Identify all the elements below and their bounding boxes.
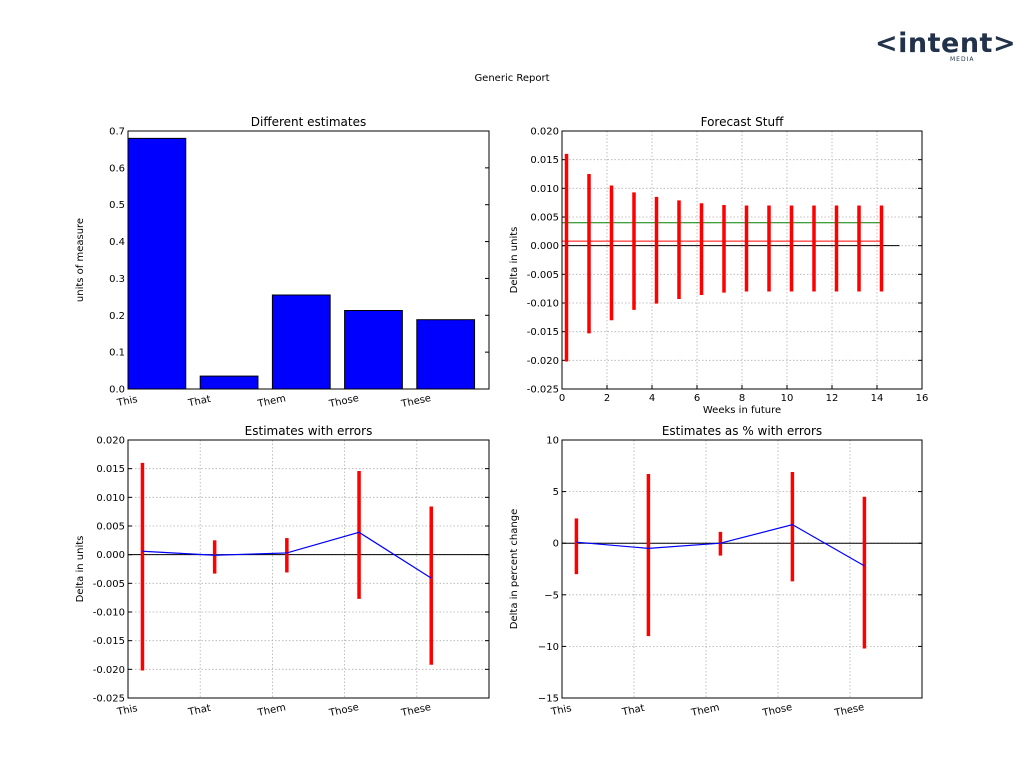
bar-those <box>344 309 403 390</box>
y-axis-label: Delta in units <box>509 227 520 294</box>
y-tick-label: 0.3 <box>109 274 125 285</box>
x-tick-label: 0 <box>559 393 565 404</box>
y-tick-label: 5 <box>553 487 559 498</box>
y-tick-label: -0.020 <box>93 665 125 676</box>
report-title: Generic Report <box>474 73 550 84</box>
x-tick-label: Those <box>327 393 360 410</box>
plot-frame <box>127 439 490 699</box>
plot-frame <box>127 130 490 390</box>
y-tick-label: -0.005 <box>93 579 125 590</box>
y-tick-label: 0.4 <box>109 237 125 248</box>
y-tick-label: -0.005 <box>527 270 559 281</box>
logo-subtitle: MEDIA <box>950 56 975 63</box>
chart-panel-1: Different estimates 0.0 0.1 0.2 0.3 0.4 0.5 0.6… <box>75 115 490 410</box>
plot-frame <box>561 439 923 699</box>
y-tick-label: -0.025 <box>527 385 559 396</box>
y-tick-label: 0.010 <box>96 493 125 504</box>
y-tick-label: 0.020 <box>96 436 125 447</box>
x-tick-label: 12 <box>826 393 839 404</box>
x-tick-label: 8 <box>739 393 745 404</box>
x-tick-label: That <box>187 703 212 719</box>
bar-this <box>127 137 187 390</box>
y-tick-label: -0.025 <box>93 694 125 705</box>
chart-title: Forecast Stuff <box>701 115 785 129</box>
y-tick-label: −10 <box>538 642 559 653</box>
intent-media-logo: <intent> <box>875 28 1017 59</box>
series-line <box>576 523 865 567</box>
y-tick-label: 0.2 <box>109 311 125 322</box>
x-tick-label: Those <box>327 702 360 719</box>
x-tick-label: 16 <box>916 393 929 404</box>
y-tick-label: 0.7 <box>109 127 125 138</box>
x-axis-label: Weeks in future <box>703 405 781 416</box>
y-tick-label: 0 <box>553 539 559 550</box>
x-tick-label: 10 <box>781 393 794 404</box>
x-tick-label: Them <box>256 702 287 719</box>
y-axis-label: units of measure <box>75 218 86 302</box>
y-tick-label: 0.6 <box>109 163 125 174</box>
y-tick-label: -0.015 <box>93 636 125 647</box>
y-tick-label: 0.015 <box>530 155 559 166</box>
chart-title: Different estimates <box>251 115 366 129</box>
x-tick-label: Those <box>761 702 794 719</box>
y-tick-label: 0.005 <box>96 522 125 533</box>
x-tick-label: 6 <box>694 393 700 404</box>
chart-title: Estimates as % with errors <box>662 424 822 438</box>
y-tick-label: 0.015 <box>96 464 125 475</box>
chart-title: Estimates with errors <box>245 424 373 438</box>
series-line <box>142 531 432 579</box>
x-tick-label: Them <box>256 393 287 410</box>
y-tick-label: 0.000 <box>530 241 559 252</box>
x-tick-label: 4 <box>649 393 655 404</box>
y-tick-label: 0.5 <box>109 200 125 211</box>
chart-panel-2: Forecast Stuff -0.025 -0.020 -0.015 -0.010 -0… <box>509 115 928 416</box>
x-tick-label: These <box>400 393 433 410</box>
y-tick-label: 0.020 <box>530 127 559 138</box>
plot-frame <box>561 130 923 390</box>
y-tick-label: −15 <box>538 694 559 705</box>
y-tick-label: 0.0 <box>109 385 125 396</box>
bar-these <box>416 319 476 390</box>
bar-them <box>271 294 331 390</box>
y-axis-label: Delta in percent change <box>509 509 520 629</box>
y-tick-label: 0.010 <box>530 184 559 195</box>
x-tick-label: This <box>115 703 138 718</box>
chart-panel-3: Estimates with errors -0.025 -0.020 -0.015 -… <box>75 424 490 719</box>
x-tick-label: 14 <box>871 393 884 404</box>
y-tick-label: -0.010 <box>527 299 559 310</box>
chart-panel-4: Estimates as % with errors −15 −10 −5 0 5 10 Th… <box>509 424 923 719</box>
x-tick-label: This <box>115 394 138 409</box>
y-tick-label: -0.020 <box>527 356 559 367</box>
x-tick-label: That <box>187 394 212 410</box>
x-tick-label: These <box>833 702 866 719</box>
x-tick-label: This <box>549 703 572 718</box>
y-axis-label: Delta in units <box>75 536 86 603</box>
y-tick-label: 0.005 <box>530 213 559 224</box>
y-tick-label: 0.1 <box>109 348 125 359</box>
x-tick-label: 2 <box>604 393 610 404</box>
y-tick-label: 0.000 <box>96 550 125 561</box>
x-tick-label: Them <box>689 702 720 719</box>
y-tick-label: -0.015 <box>527 327 559 338</box>
x-tick-label: These <box>400 702 433 719</box>
y-tick-label: -0.010 <box>93 608 125 619</box>
bar-that <box>199 375 259 390</box>
y-tick-label: −5 <box>544 590 559 601</box>
y-tick-label: 10 <box>546 436 559 447</box>
x-tick-label: That <box>620 703 645 719</box>
